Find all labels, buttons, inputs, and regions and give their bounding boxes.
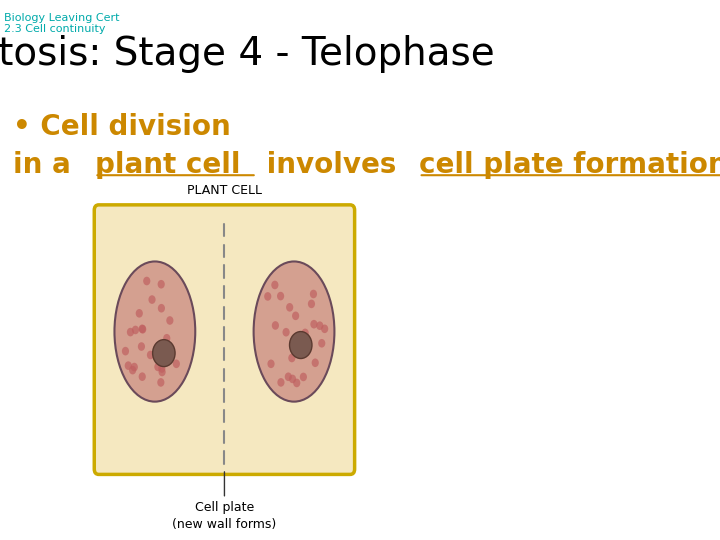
Circle shape <box>158 304 165 313</box>
Circle shape <box>267 360 274 368</box>
Text: cell plate formation: cell plate formation <box>419 151 720 179</box>
Circle shape <box>158 364 166 373</box>
Circle shape <box>277 292 284 300</box>
Circle shape <box>158 280 165 288</box>
Circle shape <box>125 361 132 370</box>
Circle shape <box>284 373 292 381</box>
Text: in a: in a <box>14 151 81 179</box>
Ellipse shape <box>114 261 195 402</box>
Circle shape <box>157 378 164 387</box>
Text: 2.3 Cell continuity: 2.3 Cell continuity <box>4 24 106 34</box>
Circle shape <box>122 347 129 355</box>
Circle shape <box>131 363 138 372</box>
Circle shape <box>293 379 300 387</box>
Circle shape <box>173 360 180 368</box>
Circle shape <box>135 309 143 318</box>
Circle shape <box>286 303 293 312</box>
Circle shape <box>288 354 295 362</box>
Circle shape <box>148 295 156 304</box>
Circle shape <box>154 362 161 371</box>
Ellipse shape <box>253 261 334 402</box>
Text: Biology Leaving Cert: Biology Leaving Cert <box>4 14 120 23</box>
Circle shape <box>300 373 307 381</box>
Circle shape <box>316 321 323 330</box>
Circle shape <box>127 328 134 336</box>
Circle shape <box>271 321 279 330</box>
Circle shape <box>292 312 300 320</box>
Circle shape <box>277 378 284 387</box>
Circle shape <box>271 281 279 289</box>
Circle shape <box>147 350 154 359</box>
Circle shape <box>138 342 145 351</box>
Circle shape <box>158 368 166 376</box>
Circle shape <box>308 300 315 308</box>
Circle shape <box>163 334 171 342</box>
Circle shape <box>129 366 136 374</box>
FancyBboxPatch shape <box>94 205 355 475</box>
Circle shape <box>321 325 328 333</box>
Text: Mitosis: Stage 4 - Telophase: Mitosis: Stage 4 - Telophase <box>0 35 495 73</box>
Circle shape <box>132 326 139 334</box>
Circle shape <box>294 341 301 349</box>
Text: Cell plate
(new wall forms): Cell plate (new wall forms) <box>172 501 276 531</box>
Circle shape <box>312 359 319 367</box>
Circle shape <box>139 325 146 334</box>
Text: • Cell division: • Cell division <box>14 113 231 141</box>
Circle shape <box>153 340 175 367</box>
Text: involves: involves <box>256 151 405 179</box>
Text: PLANT CELL: PLANT CELL <box>187 184 262 197</box>
Circle shape <box>289 375 296 383</box>
Circle shape <box>318 339 325 348</box>
Circle shape <box>143 276 150 285</box>
Circle shape <box>166 316 174 325</box>
Circle shape <box>310 289 317 298</box>
Circle shape <box>282 328 289 336</box>
Text: plant cell: plant cell <box>94 151 240 179</box>
Circle shape <box>302 328 309 337</box>
Circle shape <box>139 373 146 381</box>
Circle shape <box>289 332 312 359</box>
Circle shape <box>139 325 146 333</box>
Circle shape <box>264 292 271 301</box>
Circle shape <box>310 320 318 328</box>
